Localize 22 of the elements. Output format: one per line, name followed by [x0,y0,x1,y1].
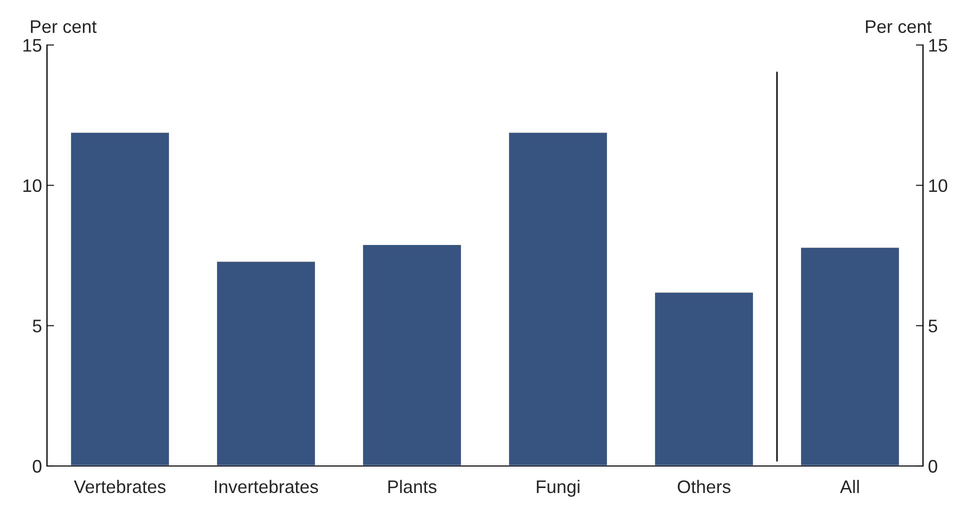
y2-tick-label: 10 [929,179,948,192]
x-tick-label: Others [678,480,730,494]
bar [654,291,754,466]
y-tick-label: 15 [23,39,42,52]
x-tick-label: Plants [388,480,436,494]
y2-tick-label: 15 [929,39,948,52]
bar [362,244,462,466]
x-tick-label: Vertebrates [74,480,166,494]
bar [70,131,170,466]
x-tick-label: Fungi [536,480,580,497]
y-tick-label: 5 [32,320,42,332]
y-tick-label: 0 [32,460,42,473]
bar [216,260,316,466]
y2-tick-label: 5 [928,320,938,332]
bar [508,131,608,466]
y-axis-title: Per cent [30,20,97,34]
y-tick-label: 10 [23,179,42,192]
y2-tick-label: 0 [928,460,938,473]
x-tick-label: Invertebrates [214,480,318,494]
x-tick-label: All [840,480,859,493]
bar [800,246,900,466]
y2-axis-title: Per cent [866,20,932,34]
